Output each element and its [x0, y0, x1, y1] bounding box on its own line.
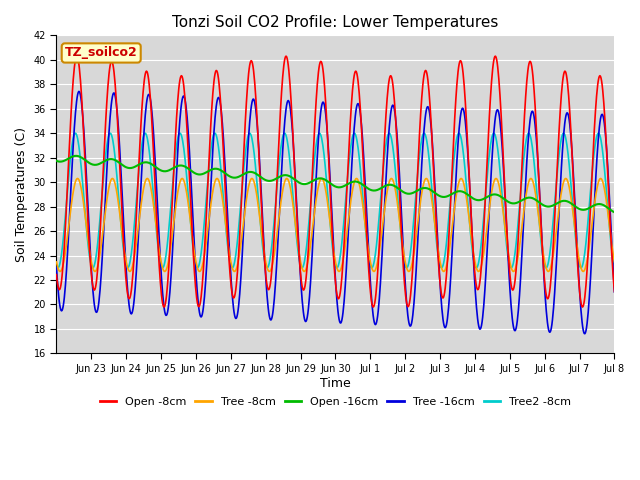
Open -8cm	[299, 286, 307, 292]
Open -16cm	[436, 193, 444, 199]
Tree2 -8cm	[52, 263, 60, 268]
Tree2 -8cm	[489, 132, 497, 138]
Open -16cm	[299, 181, 307, 187]
Open -16cm	[611, 209, 618, 215]
Tree -8cm	[52, 259, 60, 265]
Tree -8cm	[492, 176, 500, 181]
Tree -8cm	[298, 265, 306, 271]
Line: Open -16cm: Open -16cm	[56, 156, 614, 212]
Open -16cm	[499, 195, 506, 201]
Open -8cm	[579, 304, 586, 310]
Tree2 -8cm	[437, 264, 445, 270]
Tree -8cm	[278, 191, 286, 197]
Tree -8cm	[335, 269, 343, 275]
Tree -16cm	[499, 144, 506, 150]
Tree -16cm	[611, 289, 618, 295]
Open -8cm	[278, 81, 286, 87]
Open -16cm	[279, 173, 287, 179]
Open -16cm	[72, 153, 80, 159]
Tree -8cm	[488, 187, 496, 192]
Open -8cm	[109, 65, 117, 71]
Open -8cm	[488, 72, 496, 77]
Line: Tree2 -8cm: Tree2 -8cm	[56, 133, 614, 268]
Tree -16cm	[299, 304, 307, 310]
Open -8cm	[52, 272, 60, 277]
Open -16cm	[52, 158, 60, 164]
Tree2 -8cm	[499, 200, 507, 205]
Tree -16cm	[75, 88, 83, 94]
Tree2 -8cm	[246, 131, 253, 136]
Open -8cm	[282, 53, 290, 59]
Legend: Open -8cm, Tree -8cm, Open -16cm, Tree -16cm, Tree2 -8cm: Open -8cm, Tree -8cm, Open -16cm, Tree -…	[95, 393, 576, 411]
Tree -16cm	[581, 331, 589, 336]
Y-axis label: Soil Temperatures (C): Soil Temperatures (C)	[15, 127, 28, 262]
Line: Open -8cm: Open -8cm	[56, 56, 614, 307]
Line: Tree -8cm: Tree -8cm	[56, 179, 614, 272]
Tree -16cm	[436, 283, 444, 289]
Open -16cm	[110, 157, 118, 163]
Tree2 -8cm	[279, 134, 287, 140]
Tree2 -8cm	[403, 265, 410, 271]
Tree -16cm	[488, 154, 496, 160]
Tree -16cm	[279, 148, 287, 154]
Open -8cm	[611, 288, 618, 294]
Text: TZ_soilco2: TZ_soilco2	[65, 47, 138, 60]
Open -16cm	[488, 192, 496, 198]
Tree2 -8cm	[299, 264, 307, 270]
Tree -16cm	[110, 90, 118, 96]
Open -8cm	[499, 132, 506, 138]
Tree -16cm	[52, 264, 60, 270]
Tree -8cm	[499, 206, 507, 212]
Title: Tonzi Soil CO2 Profile: Lower Temperatures: Tonzi Soil CO2 Profile: Lower Temperatur…	[172, 15, 499, 30]
X-axis label: Time: Time	[320, 377, 351, 390]
Tree -8cm	[109, 176, 117, 182]
Open -8cm	[436, 281, 444, 287]
Tree -8cm	[436, 260, 444, 265]
Line: Tree -16cm: Tree -16cm	[56, 91, 614, 334]
Tree2 -8cm	[109, 141, 117, 147]
Tree2 -8cm	[611, 263, 618, 268]
Tree -8cm	[611, 259, 618, 265]
